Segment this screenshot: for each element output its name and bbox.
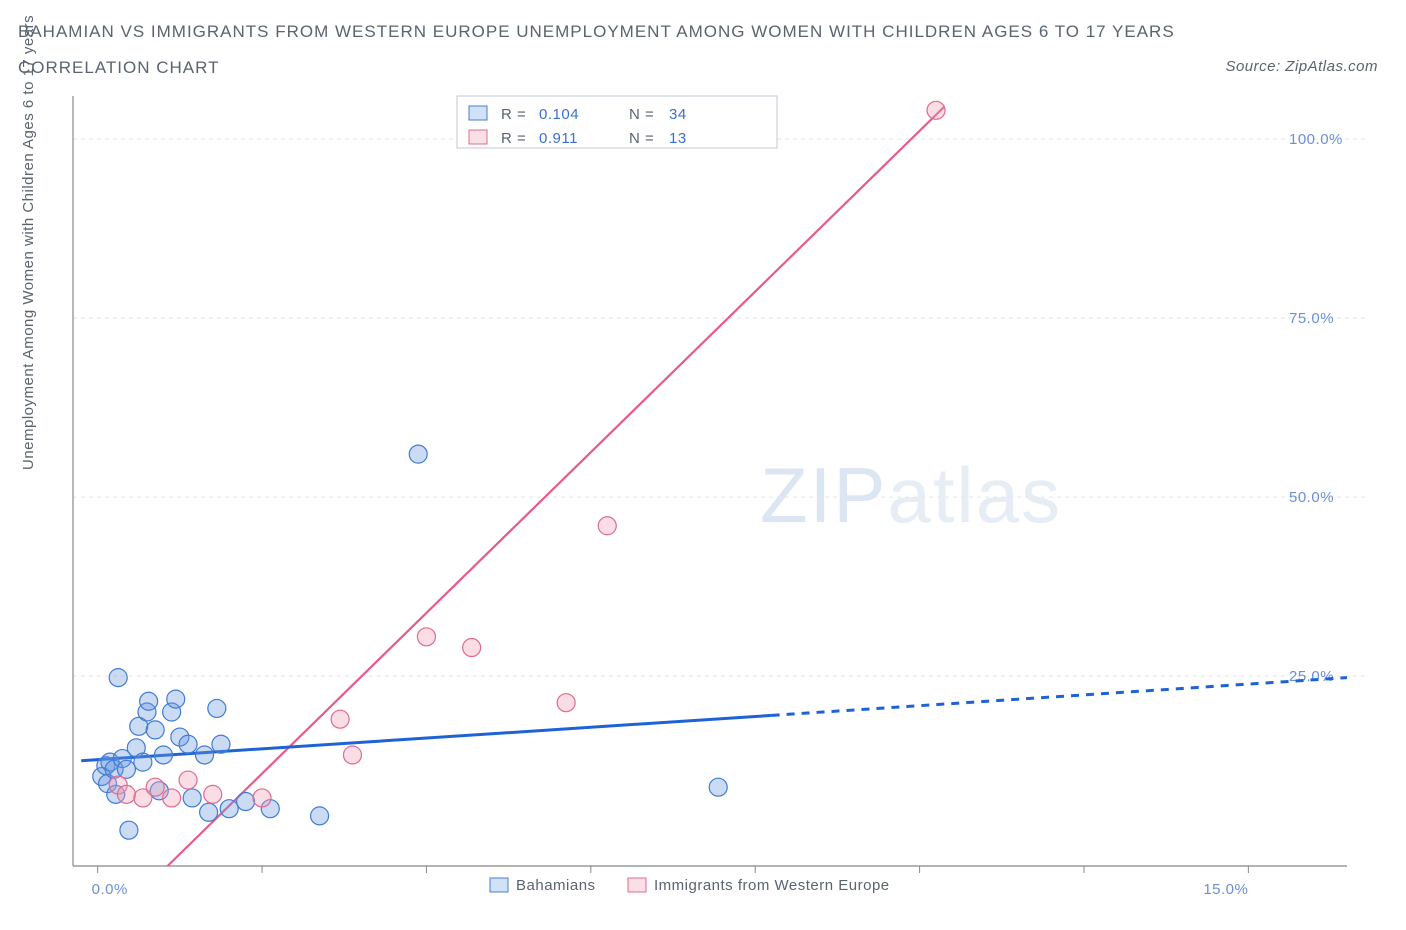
svg-text:R =: R = [501, 106, 526, 123]
svg-text:25.0%: 25.0% [1289, 668, 1334, 685]
svg-text:13: 13 [669, 130, 687, 147]
scatter-plot: 25.0% 50.0% 75.0% 100.0% 0.0% 15.0% R = 0.104 N … [55, 88, 1375, 898]
svg-text:Immigrants from Western Europe: Immigrants from Western Europe [654, 877, 890, 894]
chart-title-line1: BAHAMIAN VS IMMIGRANTS FROM WESTERN EURO… [18, 22, 1175, 42]
svg-text:15.0%: 15.0% [1203, 881, 1248, 898]
svg-text:Bahamians: Bahamians [516, 877, 596, 894]
chart-title-line2: CORRELATION CHART [18, 58, 220, 78]
svg-text:100.0%: 100.0% [1289, 131, 1343, 148]
chart-svg: 25.0% 50.0% 75.0% 100.0% 0.0% 15.0% R = 0.104 N … [55, 88, 1375, 898]
svg-text:R =: R = [501, 130, 526, 147]
svg-text:0.911: 0.911 [539, 130, 578, 147]
svg-text:0.0%: 0.0% [92, 881, 128, 898]
svg-text:75.0%: 75.0% [1289, 310, 1334, 327]
svg-text:34: 34 [669, 106, 687, 123]
svg-text:50.0%: 50.0% [1289, 489, 1334, 506]
svg-text:N =: N = [629, 130, 654, 147]
svg-text:N =: N = [629, 106, 654, 123]
y-axis-label: Unemployment Among Women with Children A… [20, 15, 37, 470]
chart-source: Source: ZipAtlas.com [1225, 58, 1378, 75]
svg-text:0.104: 0.104 [539, 106, 579, 123]
